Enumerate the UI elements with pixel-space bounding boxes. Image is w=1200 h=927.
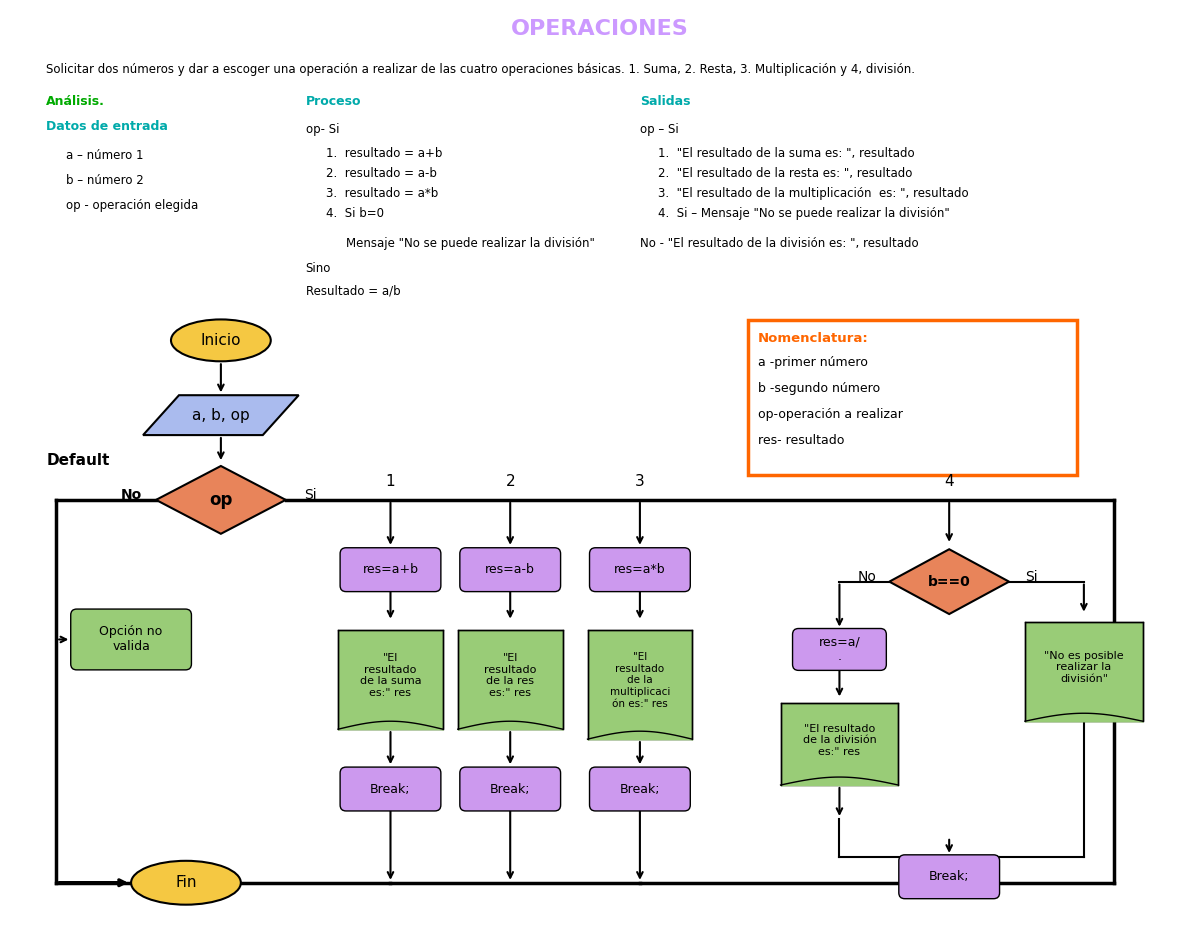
FancyBboxPatch shape: [460, 767, 560, 811]
Ellipse shape: [131, 861, 241, 905]
Text: "El resultado
de la división
es:" res: "El resultado de la división es:" res: [803, 724, 876, 756]
Text: 4: 4: [944, 475, 954, 489]
Text: Salidas: Salidas: [640, 95, 690, 108]
FancyBboxPatch shape: [899, 855, 1000, 898]
FancyBboxPatch shape: [589, 548, 690, 591]
Text: res=a/
.: res=a/ .: [818, 635, 860, 664]
Text: 3.  resultado = a*b: 3. resultado = a*b: [325, 187, 438, 200]
Text: No: No: [858, 570, 877, 584]
Text: "El
resultado
de la
multiplicaci
ón es:" res: "El resultado de la multiplicaci ón es:"…: [610, 653, 670, 708]
Text: 1.  "El resultado de la suma es: ", resultado: 1. "El resultado de la suma es: ", resul…: [658, 147, 914, 160]
FancyBboxPatch shape: [1025, 621, 1142, 721]
Polygon shape: [156, 466, 286, 534]
Text: Datos de entrada: Datos de entrada: [47, 120, 168, 133]
Text: No - "El resultado de la división es: ", resultado: No - "El resultado de la división es: ",…: [640, 237, 918, 250]
Text: Si: Si: [1025, 570, 1037, 584]
Text: op-operación a realizar: op-operación a realizar: [757, 408, 902, 421]
Text: res=a+b: res=a+b: [362, 564, 419, 577]
Text: "El
resultado
de la suma
es:" res: "El resultado de la suma es:" res: [360, 653, 421, 698]
Text: Break;: Break;: [929, 870, 970, 883]
Text: Análisis.: Análisis.: [47, 95, 106, 108]
Text: Inicio: Inicio: [200, 333, 241, 348]
Text: b -segundo número: b -segundo número: [757, 382, 880, 395]
Text: Solicitar dos números y dar a escoger una operación a realizar de las cuatro ope: Solicitar dos números y dar a escoger un…: [47, 63, 916, 76]
Text: Default: Default: [47, 452, 109, 467]
Text: Proceso: Proceso: [306, 95, 361, 108]
Text: 2.  resultado = a-b: 2. resultado = a-b: [325, 168, 437, 181]
Text: Break;: Break;: [619, 782, 660, 795]
Text: Si: Si: [305, 488, 317, 502]
FancyBboxPatch shape: [588, 629, 692, 739]
FancyBboxPatch shape: [780, 704, 899, 785]
Text: a, b, op: a, b, op: [192, 408, 250, 423]
Text: Fin: Fin: [175, 875, 197, 890]
FancyBboxPatch shape: [589, 767, 690, 811]
Text: b==0: b==0: [928, 575, 971, 589]
Text: "El
resultado
de la res
es:" res: "El resultado de la res es:" res: [484, 653, 536, 698]
Text: Opción no
valida: Opción no valida: [100, 626, 163, 654]
Text: 1.  resultado = a+b: 1. resultado = a+b: [325, 147, 442, 160]
FancyBboxPatch shape: [748, 321, 1076, 475]
Text: res- resultado: res- resultado: [757, 434, 844, 447]
FancyBboxPatch shape: [338, 629, 443, 730]
Text: Mensaje "No se puede realizar la división": Mensaje "No se puede realizar la divisió…: [346, 237, 594, 250]
FancyBboxPatch shape: [460, 548, 560, 591]
Text: op: op: [209, 491, 233, 509]
Text: Break;: Break;: [490, 782, 530, 795]
Text: 4.  Si b=0: 4. Si b=0: [325, 208, 384, 221]
Text: b – número 2: b – número 2: [66, 174, 144, 187]
Text: "No es posible
realizar la
división": "No es posible realizar la división": [1044, 651, 1123, 684]
Text: op – Si: op – Si: [640, 122, 679, 135]
Text: No: No: [120, 488, 142, 502]
Text: 4.  Si – Mensaje "No se puede realizar la división": 4. Si – Mensaje "No se puede realizar la…: [658, 208, 949, 221]
Text: op - operación elegida: op - operación elegida: [66, 199, 198, 212]
Text: Break;: Break;: [371, 782, 410, 795]
Text: Resultado = a/b: Resultado = a/b: [306, 284, 401, 297]
Text: res=a-b: res=a-b: [485, 564, 535, 577]
Text: 1: 1: [385, 475, 395, 489]
FancyBboxPatch shape: [71, 609, 192, 670]
Text: 3: 3: [635, 475, 644, 489]
Text: a – número 1: a – número 1: [66, 149, 144, 162]
Text: 3.  "El resultado de la multiplicación  es: ", resultado: 3. "El resultado de la multiplicación es…: [658, 187, 968, 200]
Text: 2: 2: [505, 475, 515, 489]
FancyBboxPatch shape: [792, 629, 887, 670]
FancyBboxPatch shape: [458, 629, 563, 730]
Text: a -primer número: a -primer número: [757, 356, 868, 369]
Text: Nomenclatura:: Nomenclatura:: [757, 332, 869, 345]
Text: res=a*b: res=a*b: [614, 564, 666, 577]
Ellipse shape: [170, 320, 271, 362]
FancyBboxPatch shape: [340, 767, 440, 811]
Text: OPERACIONES: OPERACIONES: [511, 19, 689, 39]
Polygon shape: [889, 549, 1009, 614]
FancyBboxPatch shape: [340, 548, 440, 591]
Text: op- Si: op- Si: [306, 122, 340, 135]
Polygon shape: [143, 395, 299, 435]
Text: 2.  "El resultado de la resta es: ", resultado: 2. "El resultado de la resta es: ", resu…: [658, 168, 912, 181]
Text: Sino: Sino: [306, 262, 331, 275]
